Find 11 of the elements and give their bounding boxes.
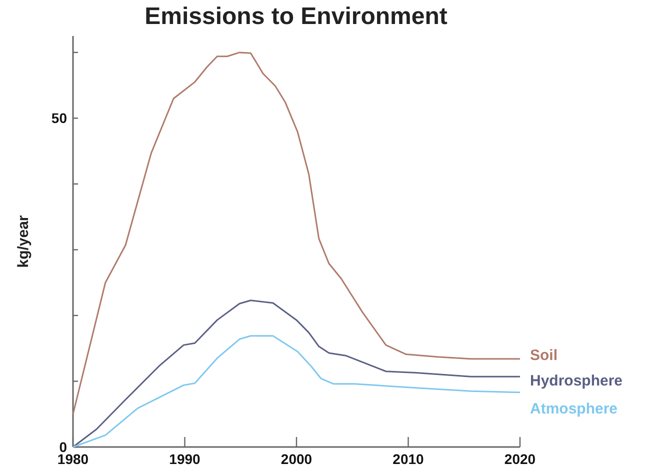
series-label: Hydrosphere	[530, 372, 623, 390]
series-label: Soil	[530, 346, 558, 364]
x-tick-label: 2000	[280, 451, 312, 467]
x-tick-label: 2010	[392, 451, 424, 467]
chart-title: Emissions to Environment	[144, 3, 448, 30]
x-tick-label: 1990	[169, 451, 201, 467]
y-axis-title: kg/year	[15, 215, 32, 268]
x-tick-label: 2020	[504, 451, 536, 467]
series-label: Atmosphere	[530, 400, 618, 418]
line-series	[72, 52, 521, 415]
y-tick-label: 50	[51, 110, 68, 126]
